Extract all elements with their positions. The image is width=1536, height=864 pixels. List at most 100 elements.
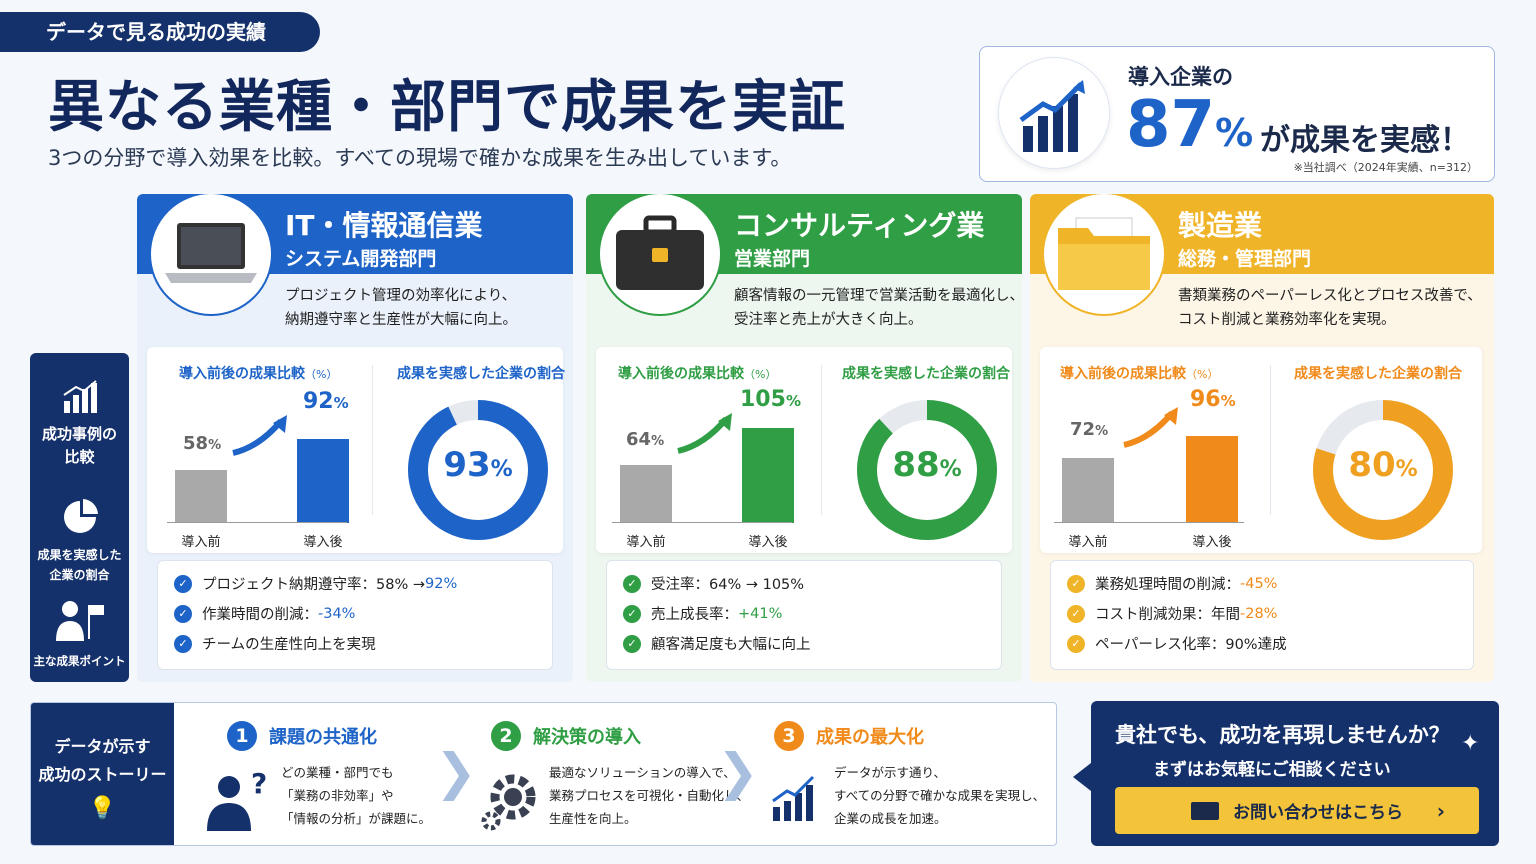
point-item: ✓ 業務処理時間の削減： -45% <box>1067 573 1277 594</box>
point-item: ✓ 受注率：64% → 105% <box>623 573 804 594</box>
chart-heading: 導入前後の成果比較（%） <box>179 366 338 382</box>
chart-panel: 導入前後の成果比較（%） 成果を実感した企業の割合 64% 105% 導入前 導… <box>596 347 1012 553</box>
bar-before-value: 58% <box>183 433 222 454</box>
bar-after-value: 92% <box>303 389 349 414</box>
gear-icon <box>481 774 536 831</box>
stat-highlight-box: 導入企業の 87% が成果を実感！ ※当社調べ（2024年実績、n=312） <box>979 46 1495 182</box>
ratio-value: 88% <box>892 445 962 485</box>
step-description: 最適なソリューションの導入で、 業務プロセスを可視化・自動化し、 生産性を向上。 <box>549 765 750 826</box>
point-item: ✓ 売上成長率： +41% <box>623 603 782 624</box>
svg-text:?: ? <box>251 767 267 800</box>
cta-heading: 貴社でも、成功を再現しませんか？ <box>1115 723 1450 747</box>
page-title: 異なる業種・部門で成果を実証 <box>48 75 846 140</box>
chart-heading: 導入前後の成果比較（%） <box>618 366 777 382</box>
mail-icon <box>1191 801 1219 820</box>
point-item: ✓ コスト削減効果：年間 -28% <box>1067 603 1277 624</box>
side-item-comparison[interactable]: 成功事例の比較 <box>30 379 129 469</box>
growth-arrow-icon <box>232 415 287 456</box>
bar-before-label: 導入前 <box>626 535 666 550</box>
bar-after-label: 導入後 <box>1192 535 1232 550</box>
sparkle-icon: ✦ <box>1461 731 1480 756</box>
point-item: ✓ チームの生産性向上を実現 <box>174 633 376 654</box>
step-description: データが示す通り、 すべての分野で確かな成果を実現し、 企業の成長を加速。 <box>834 765 1046 826</box>
point-item: ✓ 作業時間の削減： -34% <box>174 603 355 624</box>
card-dept: システム開発部門 <box>285 248 437 270</box>
step-title: 成果の最大化 <box>816 727 924 748</box>
ratio-heading: 成果を実感した企業の割合 <box>397 366 565 382</box>
bar-chart-icon <box>62 380 97 413</box>
case-card-consulting: コンサルティング業 営業部門 顧客情報の一元管理で営業活動を最適化し、 受注率と売… <box>586 194 1022 682</box>
card-description: 書類業務のペーパーレス化とプロセス改善で、 コスト削減と業務効率化を実現。 <box>1178 288 1482 328</box>
donut-slice <box>857 400 997 540</box>
chart-heading: 導入前後の成果比較（%） <box>1060 366 1219 382</box>
folder-icon <box>1042 194 1166 316</box>
bar-after-value: 105% <box>740 387 801 412</box>
briefcase-icon <box>598 194 722 316</box>
cta-panel: 貴社でも、成功を再現しませんか？ ✦ まずはお気軽にご相談ください お問い合わせ… <box>1073 701 1499 846</box>
card-title: コンサルティング業 <box>734 209 985 242</box>
page-subtitle: 3つの分野で導入効果を比較。すべての現場で確かな成果を生み出しています。 <box>48 146 792 170</box>
check-icon: ✓ <box>623 574 641 593</box>
bar-before <box>1062 458 1114 523</box>
check-icon: ✓ <box>174 634 192 653</box>
bar-after <box>1186 436 1238 523</box>
ratio-heading: 成果を実感した企業の割合 <box>842 366 1010 382</box>
donut-slice <box>408 400 548 540</box>
person-flag-icon <box>55 601 104 641</box>
growth-arrow-icon <box>1123 407 1178 448</box>
chevron-right-icon: ❯ <box>435 743 477 801</box>
check-icon: ✓ <box>1067 574 1085 593</box>
check-icon: ✓ <box>174 574 192 593</box>
bar-after-value: 96% <box>1190 387 1236 412</box>
growth-chart-icon <box>772 775 815 821</box>
lightbulb-icon: 💡 <box>88 796 117 821</box>
bar-after-label: 導入後 <box>748 535 788 550</box>
cta-subheading: まずはお気軽にご相談ください <box>1153 760 1391 780</box>
bar-before-value: 72% <box>1070 419 1109 440</box>
growth-chart-icon <box>998 57 1110 169</box>
step-number: 2 <box>491 721 521 751</box>
check-icon: ✓ <box>623 634 641 653</box>
bar-before <box>175 470 227 523</box>
bar-after-label: 導入後 <box>303 535 343 550</box>
check-icon: ✓ <box>174 604 192 623</box>
case-card-manufacturing: 製造業 総務・管理部門 書類業務のペーパーレス化とプロセス改善で、 コスト削減と業… <box>1030 194 1494 682</box>
contact-button[interactable]: お問い合わせはこちら › <box>1115 787 1479 834</box>
card-title: 製造業 <box>1178 209 1263 242</box>
stat-label: 導入企業の <box>1128 65 1233 89</box>
chart-panel: 導入前後の成果比較（%） 成果を実感した企業の割合 58% 92% 導入前 導入… <box>147 347 565 553</box>
chevron-right-icon: › <box>1436 798 1445 823</box>
person-question-icon: ? <box>207 767 267 831</box>
point-item: ✓ プロジェクト納期遵守率：58% → 92% <box>174 573 457 594</box>
key-points: ✓ 受注率：64% → 105% ✓ 売上成長率： +41% ✓ 顧客満足度も大幅に向上 <box>606 560 1002 670</box>
step-description: どの業種・部門でも 「業務の非効率」や 「情報の分析」が課題に。 <box>281 765 432 826</box>
point-item: ✓ 顧客満足度も大幅に向上 <box>623 633 811 654</box>
pie-chart-icon <box>63 499 98 533</box>
check-icon: ✓ <box>1067 634 1085 653</box>
ratio-value: 80% <box>1348 445 1418 485</box>
card-dept: 総務・管理部門 <box>1178 248 1312 270</box>
stat-note: ※当社調べ（2024年実績、n=312） <box>1293 161 1478 174</box>
growth-arrow-icon <box>677 413 732 454</box>
side-item-points[interactable]: 主な成果ポイント <box>30 599 129 671</box>
success-story: データが示す 成功のストーリー 💡 1 課題の共通化 ? どの業種・部門でも 「業… <box>30 702 1057 846</box>
point-item: ✓ ペーパーレス化率：90%達成 <box>1067 633 1287 654</box>
bar-after <box>297 439 349 523</box>
bar-before-value: 64% <box>626 429 665 450</box>
donut-slice <box>1313 400 1453 540</box>
side-nav: 成功事例の比較 成果を実感した企業の割合 主な成果ポイント <box>30 353 129 682</box>
side-item-ratio[interactable]: 成果を実感した企業の割合 <box>30 497 129 585</box>
stat-tail: が成果を実感！ <box>1260 123 1470 158</box>
bar-before-label: 導入前 <box>1068 535 1108 550</box>
chart-panel: 導入前後の成果比較（%） 成果を実感した企業の割合 72% 96% 導入前 導入… <box>1040 347 1482 553</box>
ratio-donut <box>1313 400 1453 540</box>
key-points: ✓ プロジェクト納期遵守率：58% → 92% ✓ 作業時間の削減： -34% ✓ チー… <box>157 560 553 670</box>
step-title: 課題の共通化 <box>269 727 377 748</box>
check-icon: ✓ <box>1067 604 1085 623</box>
ratio-donut <box>408 400 548 540</box>
step-number: 1 <box>227 721 257 751</box>
ratio-heading: 成果を実感した企業の割合 <box>1294 366 1462 382</box>
card-description: 顧客情報の一元管理で営業活動を最適化し、 受注率と売上が大きく向上。 <box>734 288 1022 328</box>
bar-before <box>620 465 672 523</box>
bar-after <box>742 428 794 523</box>
